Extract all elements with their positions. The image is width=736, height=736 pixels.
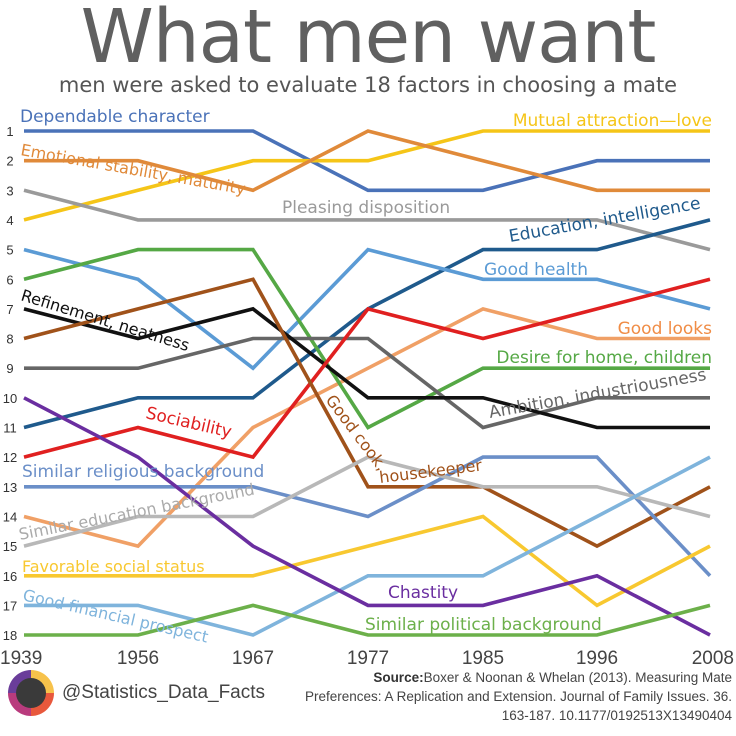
- source-citation: Source:Boxer & Noonan & Whelan (2013). M…: [302, 668, 732, 725]
- y-tick-label-7: 7: [6, 302, 13, 317]
- y-tick-label-9: 9: [6, 361, 13, 376]
- series-label-dependable-character: Dependable character: [20, 107, 210, 127]
- y-tick-label-4: 4: [6, 213, 13, 228]
- series-label-good-looks: Good looks: [618, 319, 713, 339]
- series-label-mutual-attraction-love: Mutual attraction—love: [513, 111, 712, 131]
- y-tick-label-8: 8: [6, 332, 13, 347]
- y-tick-label-10: 10: [3, 391, 17, 406]
- x-tick-label-1956: 1956: [117, 648, 159, 669]
- series-line-similar-education-background: [23, 455, 711, 548]
- chart-subtitle: men were asked to evaluate 18 factors in…: [58, 73, 678, 97]
- series-line-mutual-attraction-love: [23, 129, 710, 222]
- x-tick-label-1985: 1985: [462, 648, 504, 669]
- y-tick-label-5: 5: [6, 243, 13, 258]
- x-tick-label-1967: 1967: [232, 648, 274, 669]
- series-line-dependable-character: [24, 129, 710, 193]
- x-tick-label-1977: 1977: [347, 648, 389, 669]
- series-line-good-health: [23, 247, 711, 371]
- y-tick-label-17: 17: [3, 598, 17, 613]
- series-label-pleasing-disposition: Pleasing disposition: [282, 198, 450, 218]
- series-line-pleasing-disposition: [23, 188, 711, 252]
- y-tick-label-3: 3: [6, 183, 13, 198]
- series-line-emotional-stability-maturity: [24, 129, 710, 193]
- x-tick-label-1996: 1996: [576, 648, 618, 669]
- series-label-desire-for-home-children: Desire for home, children: [496, 348, 712, 368]
- series-line-sociability: [23, 277, 711, 460]
- series-label-similar-political-background: Similar political background: [365, 615, 602, 635]
- series-label-similar-religious-background: Similar religious background: [22, 462, 264, 482]
- y-tick-label-11: 11: [3, 421, 17, 436]
- series-line-similar-political-background: [24, 603, 711, 637]
- series-line-good-financial-prospect: [24, 455, 711, 637]
- y-tick-label-16: 16: [3, 569, 17, 584]
- y-tick-label-15: 15: [3, 539, 17, 554]
- series-label-similar-education-background: Similar education background: [17, 480, 256, 544]
- series-label-favorable-social-status: Favorable social status: [22, 557, 205, 576]
- logo-icon: [8, 670, 54, 716]
- series-line-favorable-social-status: [24, 514, 711, 608]
- series-label-ambition-industriousness: Ambition, industriousness: [487, 365, 708, 423]
- series-line-good-looks: [23, 306, 710, 549]
- series-line-chastity: [23, 396, 711, 637]
- series-line-similar-religious-background: [24, 455, 712, 578]
- series-label-good-health: Good health: [484, 260, 588, 280]
- attribution-handle: @Statistics_Data_Facts: [62, 682, 266, 703]
- y-tick-label-2: 2: [6, 154, 13, 169]
- y-tick-label-13: 13: [3, 480, 17, 495]
- x-tick-label-1939: 1939: [0, 648, 42, 669]
- y-tick-label-6: 6: [6, 272, 13, 287]
- series-line-good-cook-housekeeper: [23, 277, 711, 549]
- y-tick-label-12: 12: [3, 450, 17, 465]
- series-label-chastity: Chastity: [388, 583, 458, 603]
- chart-title: What men want: [80, 0, 657, 80]
- y-tick-label-18: 18: [3, 628, 17, 643]
- x-tick-label-2008: 2008: [692, 648, 734, 669]
- series-line-ambition-industriousness: [24, 336, 710, 430]
- series-label-refinement-neatness: Refinement, neatness: [19, 286, 192, 355]
- series-label-sociability: Sociability: [144, 403, 234, 442]
- y-tick-label-14: 14: [3, 509, 17, 524]
- series-line-refinement-neatness: [23, 306, 710, 430]
- y-tick-label-1: 1: [6, 124, 13, 139]
- series-line-desire-for-home-children: [23, 247, 710, 430]
- source-text: Boxer & Noonan & Whelan (2013). Measurin…: [305, 670, 732, 723]
- source-label: Source:: [373, 670, 424, 685]
